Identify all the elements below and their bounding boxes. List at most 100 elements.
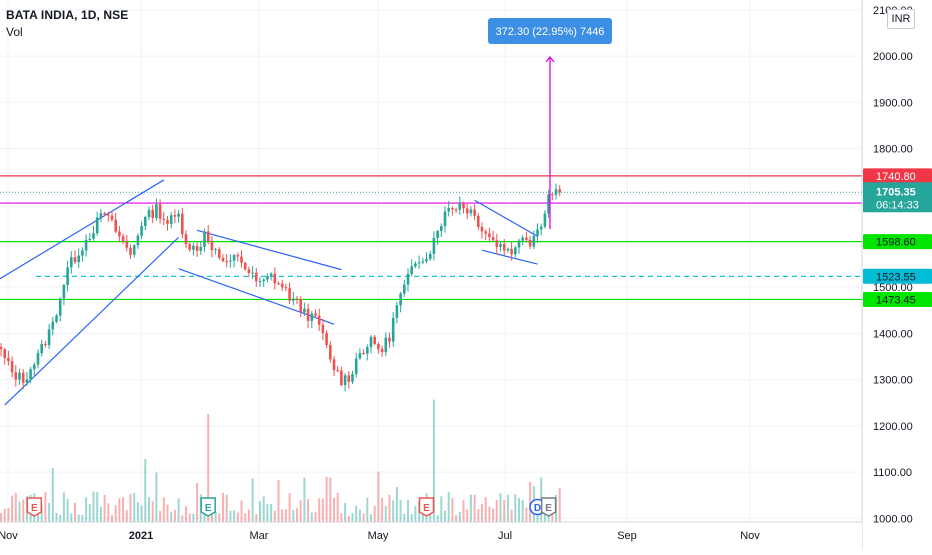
volume-bar xyxy=(40,504,43,522)
candle-body xyxy=(458,203,462,210)
candle-body xyxy=(21,372,25,383)
volume-legend[interactable]: Vol xyxy=(6,25,23,39)
volume-bar xyxy=(307,499,310,522)
candle-body xyxy=(506,248,510,251)
volume-bar xyxy=(488,506,491,522)
volume-bar xyxy=(55,512,58,522)
volume-bar xyxy=(499,493,502,522)
candle-body xyxy=(547,194,550,214)
candle-body xyxy=(229,260,232,262)
horizontal-levels[interactable] xyxy=(0,175,862,301)
candlestick-series xyxy=(0,183,561,392)
candle-body xyxy=(280,283,284,288)
volume-bar xyxy=(11,495,14,522)
volume-bar xyxy=(133,492,136,522)
candle-body xyxy=(321,324,325,334)
volume-bar xyxy=(299,500,302,522)
volume-bar xyxy=(99,506,102,522)
candle-body xyxy=(417,262,421,264)
currency-badge[interactable]: INR xyxy=(887,9,915,29)
volume-bar xyxy=(48,502,51,522)
candle-body xyxy=(88,238,92,240)
candle-body xyxy=(343,375,347,386)
candle-body xyxy=(303,308,306,313)
volume-bar xyxy=(355,505,358,522)
candle-body xyxy=(514,247,517,255)
candle-body xyxy=(414,263,417,267)
candle-body xyxy=(484,231,487,234)
candle-body xyxy=(166,219,169,224)
candle-body xyxy=(14,372,18,380)
price-tick-label: 1400.00 xyxy=(873,328,913,340)
candle-body xyxy=(299,299,302,313)
volume-bar xyxy=(370,514,372,522)
candle-body xyxy=(84,239,88,251)
candle-body xyxy=(440,226,443,231)
price-tick-label: 1900.00 xyxy=(873,97,913,109)
candle-body xyxy=(0,346,3,350)
candle-body xyxy=(521,237,524,241)
volume-bar xyxy=(118,498,121,522)
candle-body xyxy=(391,317,395,342)
volume-bar xyxy=(81,515,84,522)
candle-body xyxy=(295,298,299,300)
volume-bar xyxy=(236,512,239,522)
candle-body xyxy=(495,240,499,247)
price-tag-label: 1523.55 xyxy=(876,271,916,283)
candle-body xyxy=(369,336,373,348)
wedge-upper-line xyxy=(196,229,342,271)
volume-bar xyxy=(336,492,339,522)
channel-lower-line xyxy=(4,236,180,406)
candle-body xyxy=(436,230,439,238)
candle-body xyxy=(206,231,210,242)
time-tick-label: Nov xyxy=(740,530,760,542)
volume-bar xyxy=(558,488,561,522)
candle-body xyxy=(33,364,36,370)
candle-body xyxy=(539,226,543,230)
candle-body xyxy=(173,215,177,217)
volume-bar xyxy=(351,513,354,522)
measure-tool[interactable]: 372.30 (22.95%) 7446 xyxy=(488,18,612,229)
candle-body xyxy=(114,219,117,232)
measure-label: 372.30 (22.95%) 7446 xyxy=(496,26,605,38)
symbol-title[interactable]: BATA INDIA, 1D, NSE xyxy=(6,8,129,22)
volume-bar xyxy=(403,513,406,522)
volume-bar xyxy=(481,504,483,522)
candle-body xyxy=(403,284,406,294)
candle-body xyxy=(29,369,32,380)
candle-body xyxy=(499,243,502,247)
candle-body xyxy=(192,245,195,250)
volume-bar xyxy=(510,509,513,522)
candle-body xyxy=(525,237,528,240)
price-tag-label: 1740.80 xyxy=(876,171,916,183)
time-tick-label: 2021 xyxy=(129,530,153,542)
volume-bar xyxy=(458,511,461,522)
volume-bar xyxy=(3,508,6,522)
candle-body xyxy=(73,257,77,263)
candle-body xyxy=(384,337,388,353)
volume-bar xyxy=(240,500,243,522)
candle-body xyxy=(232,255,236,261)
event-marker-label: D xyxy=(534,503,541,514)
time-axis[interactable]: Nov 2021 Mar May Jul Sep Nov xyxy=(0,521,862,550)
trend-drawings[interactable] xyxy=(0,179,538,406)
volume-bar xyxy=(22,499,25,522)
volume-bar xyxy=(244,513,247,522)
volume-bar xyxy=(162,497,165,522)
volume-bar xyxy=(395,487,398,522)
volume-bar xyxy=(518,498,520,522)
candle-body xyxy=(7,357,10,362)
volume-bar xyxy=(214,511,217,522)
volume-bar xyxy=(192,513,195,522)
earnings-marker-icon xyxy=(200,497,216,517)
flag-upper-line xyxy=(474,199,538,237)
candle-body xyxy=(95,217,99,234)
volume-bar xyxy=(347,515,350,522)
volume-bar xyxy=(303,477,306,522)
volume-bar xyxy=(444,510,446,522)
volume-bar xyxy=(292,510,295,522)
chart-header: BATA INDIA, 1D, NSE Vol xyxy=(6,8,128,39)
